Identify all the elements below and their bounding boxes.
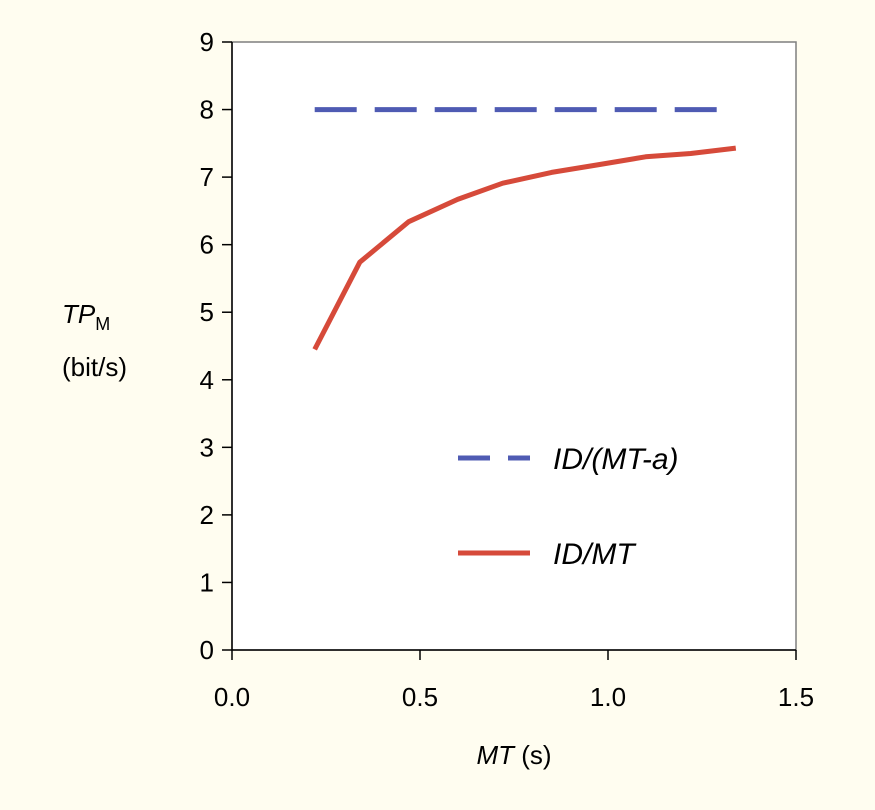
- y-tick-label: 3: [200, 432, 214, 462]
- y-tick-label: 5: [200, 297, 214, 327]
- y-tick-label: 9: [200, 27, 214, 57]
- legend: ID/(MT-a) ID/MT: [458, 443, 679, 571]
- y-axis-unit: (bit/s): [62, 352, 127, 382]
- y-tick-label: 1: [200, 567, 214, 597]
- series-layer: [312, 107, 737, 351]
- y-tick-label: 4: [200, 365, 214, 395]
- legend-label-0: ID/(MT-a): [553, 443, 679, 476]
- y-tick-label: 2: [200, 500, 214, 530]
- y-tick-label: 8: [200, 95, 214, 125]
- x-axis-title-main: MT: [476, 740, 516, 770]
- y-axis-title: TPM: [62, 299, 110, 334]
- x-tick-label: 0.0: [214, 682, 250, 712]
- x-axis-title-unit: (s): [514, 740, 552, 770]
- y-tick-label: 7: [200, 162, 214, 192]
- x-axis-title: MT (s): [476, 740, 551, 770]
- y-tick-label: 0: [200, 635, 214, 665]
- axes: 0 1 2 3 4 5 6 7 8 9 0.0 0.5 1.0 1.5: [200, 27, 815, 712]
- y-axis-title-subscript: M: [95, 314, 110, 334]
- x-tick-label: 1.0: [590, 682, 626, 712]
- series-line-1: [312, 145, 737, 351]
- x-tick-label: 0.5: [402, 682, 438, 712]
- legend-label-1: ID/MT: [553, 538, 637, 571]
- y-axis-title-main: TP: [62, 299, 96, 329]
- x-tick-label: 1.5: [778, 682, 814, 712]
- y-tick-label: 6: [200, 230, 214, 260]
- plot-area: [231, 41, 797, 651]
